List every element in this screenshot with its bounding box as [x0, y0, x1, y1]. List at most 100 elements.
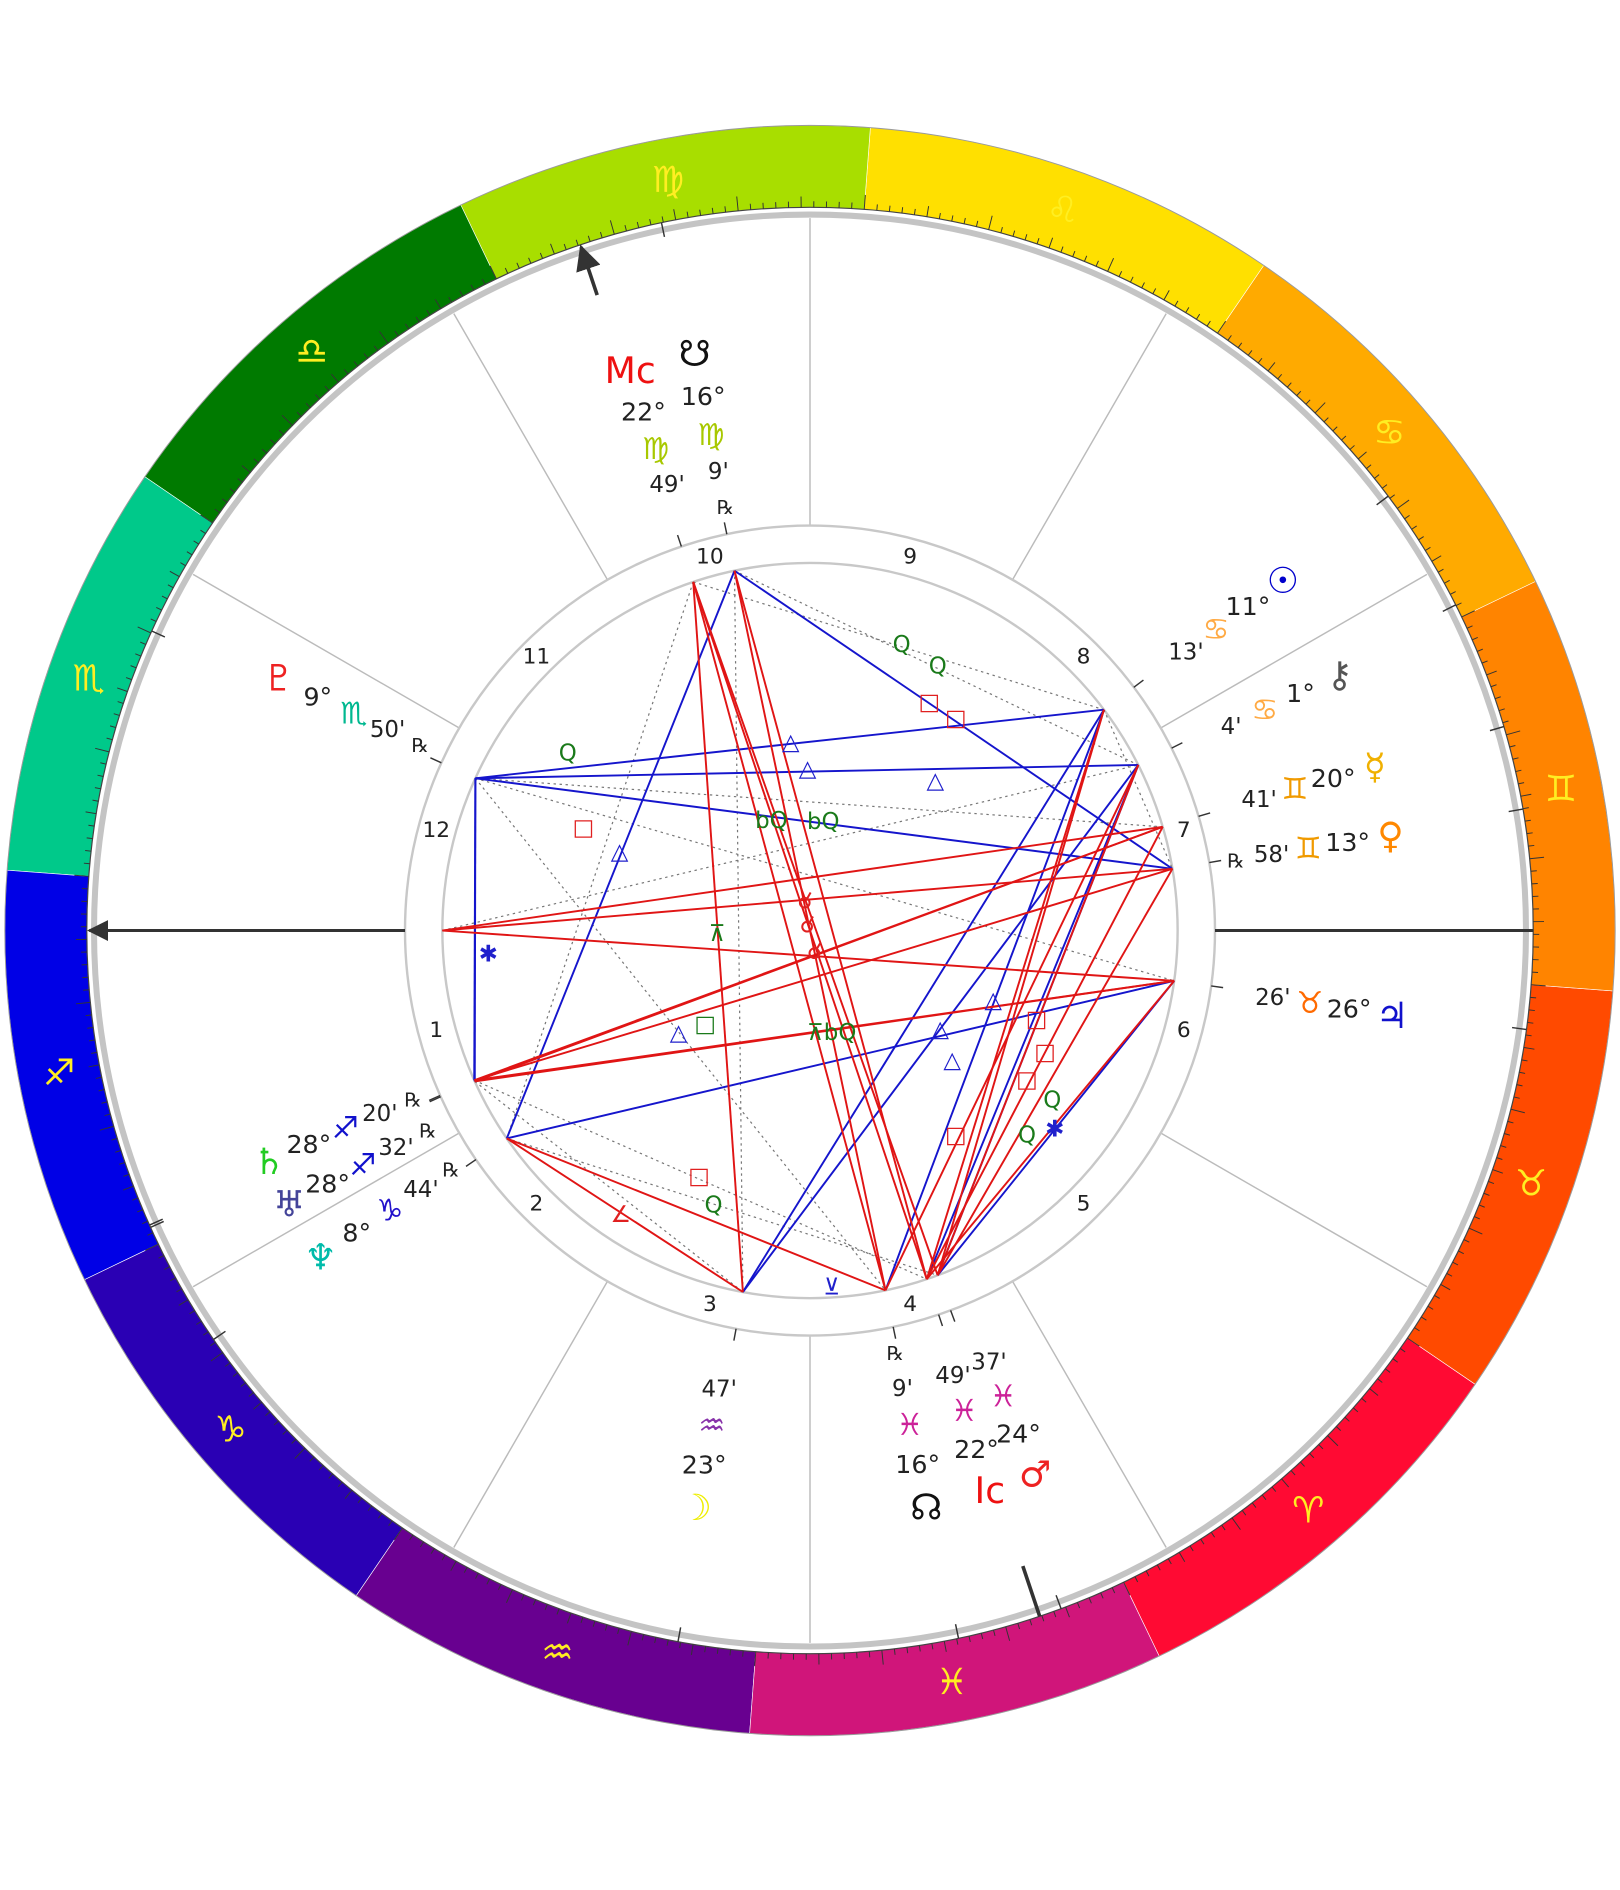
tense-aspect-line	[473, 867, 1173, 1082]
sign-glyph: ♎	[295, 330, 327, 373]
house-line	[1160, 573, 1428, 729]
degree-tick	[1516, 1084, 1523, 1087]
degree-tick	[214, 508, 221, 514]
degree-tick	[1167, 1558, 1172, 1565]
degree-tick	[97, 774, 104, 777]
degree-tick	[975, 220, 979, 227]
degree-tick	[742, 1650, 744, 1657]
degree-tick	[203, 1331, 209, 1336]
degree-tick	[470, 284, 475, 291]
degree-tick	[156, 606, 162, 611]
degree-tick	[1000, 227, 1003, 234]
point-minutes: 50'	[370, 717, 405, 743]
degree-tick	[111, 1137, 118, 1141]
degree-tick	[1024, 234, 1028, 241]
point-tick	[1211, 985, 1224, 989]
harmonious-aspect-line	[505, 570, 736, 1139]
degree-tick	[1083, 255, 1088, 262]
degree-tick	[1060, 246, 1064, 253]
degree-tick	[328, 1473, 334, 1479]
aspect-symbol: ☌	[797, 889, 812, 915]
degree-tick	[1444, 579, 1450, 584]
retrograde-mark: ℞	[1227, 849, 1244, 872]
degree-tick	[1513, 1096, 1520, 1099]
aspect-symbol: Q	[1018, 1122, 1036, 1148]
degree-tick	[167, 584, 174, 589]
degree-tick	[1095, 260, 1099, 267]
degree-tick	[169, 570, 180, 578]
degree-tick	[1404, 515, 1410, 520]
degree-tick	[1496, 1157, 1503, 1160]
harmonious-aspect-line	[742, 764, 1140, 1293]
degree-tick	[649, 219, 652, 226]
degree-tick	[956, 1638, 959, 1645]
degree-tick	[86, 837, 93, 840]
degree-tick	[1134, 1576, 1139, 1583]
point-tick	[1055, 1594, 1062, 1610]
degree-tick	[89, 1039, 96, 1042]
point-degree: 26°	[1327, 995, 1372, 1024]
degree-tick	[1271, 1486, 1277, 1492]
aspect-symbol: Q	[705, 1192, 723, 1218]
harmonious-aspect-line	[475, 777, 1173, 870]
degree-tick	[1455, 602, 1462, 607]
degree-tick	[434, 299, 442, 309]
degree-tick	[699, 209, 702, 216]
degree-tick	[176, 1288, 183, 1293]
harmonious-aspect-line	[733, 569, 1173, 870]
minor-aspect-line	[475, 777, 1163, 828]
degree-tick	[1527, 1021, 1534, 1024]
point-minutes: 49'	[935, 1363, 970, 1389]
degree-tick	[164, 1266, 170, 1270]
degree-tick	[1053, 1611, 1057, 1618]
degree-tick	[1336, 1426, 1342, 1432]
degree-tick	[101, 1101, 108, 1104]
degree-tick	[270, 439, 276, 445]
aspect-symbol: □	[573, 815, 595, 841]
degree-tick	[441, 1554, 446, 1561]
point-tick	[429, 1096, 441, 1103]
aspect-symbol: △	[611, 839, 629, 865]
sign-glyph: ♈	[1292, 1488, 1324, 1531]
degree-tick	[1123, 1582, 1131, 1596]
point-degree: 1°	[1286, 679, 1315, 708]
degree-tick	[1483, 1192, 1490, 1196]
degree-tick	[599, 231, 603, 238]
house-number: 5	[1077, 1192, 1091, 1217]
degree-tick	[309, 1456, 315, 1462]
degree-tick	[95, 747, 110, 753]
degree-tick	[273, 1420, 279, 1426]
degree-tick	[145, 1243, 159, 1251]
degree-tick	[1041, 1615, 1045, 1622]
degree-tick	[1450, 591, 1456, 595]
degree-tick	[161, 595, 168, 600]
degree-tick	[137, 1209, 143, 1213]
retrograde-mark: ℞	[717, 496, 734, 519]
aspect-symbol: ☌	[800, 913, 815, 939]
degree-tick	[938, 212, 941, 220]
degree-tick	[968, 1635, 971, 1643]
aspect-symbol: □	[1026, 1007, 1048, 1033]
degree-tick	[566, 1612, 572, 1624]
retrograde-mark: ℞	[404, 1088, 421, 1111]
point-glyph: ♃	[1376, 994, 1408, 1037]
degree-tick	[686, 211, 689, 218]
degree-tick	[132, 1197, 139, 1201]
point-glyph: ⚷	[1326, 653, 1352, 696]
degree-tick	[1017, 1623, 1021, 1630]
point-sign: ♓	[990, 1380, 1017, 1415]
degree-tick	[225, 1362, 231, 1367]
degree-tick	[1519, 1071, 1526, 1074]
degree-tick	[504, 267, 509, 274]
degree-tick	[1488, 1180, 1495, 1184]
degree-tick	[85, 850, 92, 852]
degree-tick	[1530, 996, 1537, 999]
degree-tick	[1452, 1261, 1459, 1266]
degree-tick	[1178, 1552, 1186, 1562]
degree-tick	[123, 1185, 134, 1191]
degree-tick	[130, 665, 137, 669]
house-number: 1	[429, 1018, 443, 1043]
point-sign: ♊	[1295, 831, 1322, 866]
degree-tick	[1196, 313, 1201, 320]
degree-tick	[673, 209, 677, 220]
